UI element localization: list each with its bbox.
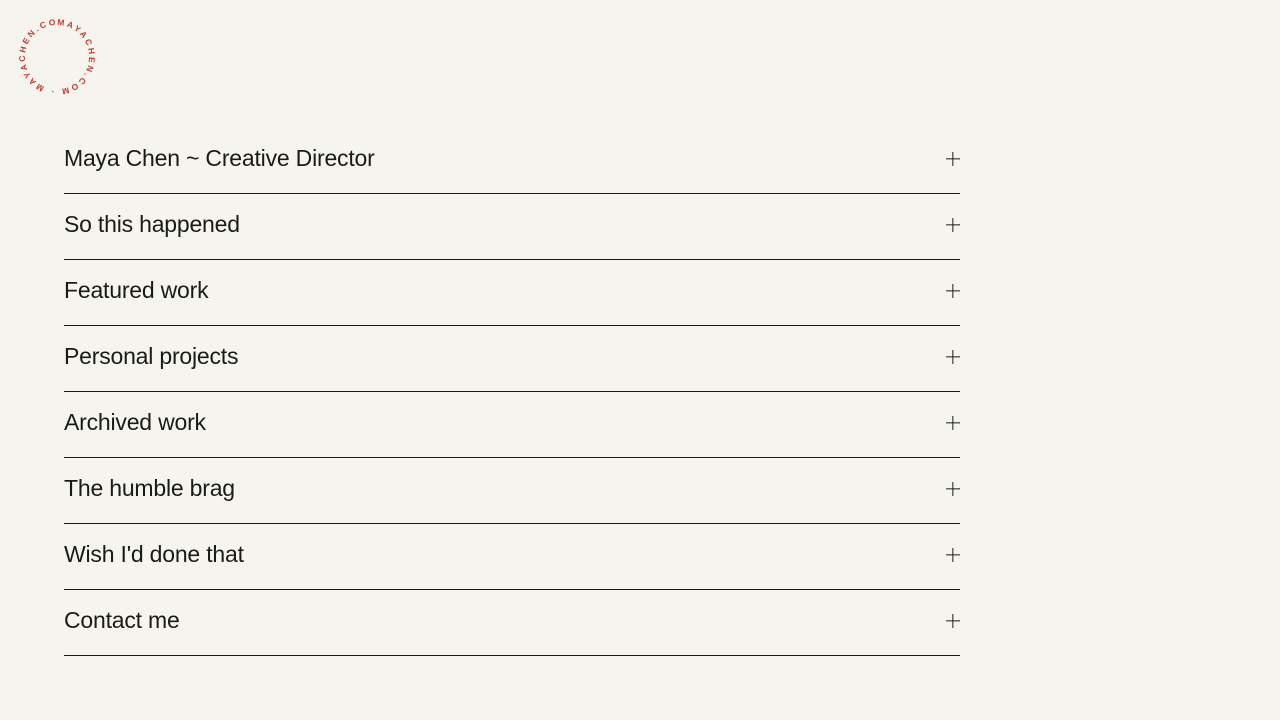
site-logo[interactable]: MAYACHEN.COM · MAYACHEN.COM · [12, 12, 102, 102]
accordion-label: So this happened [64, 211, 240, 237]
logo-text: MAYACHEN.COM · MAYACHEN.COM · [12, 12, 95, 97]
accordion-label: Featured work [64, 277, 209, 303]
accordion-row-the-humble-brag[interactable]: The humble brag [64, 458, 960, 524]
accordion-row-personal-projects[interactable]: Personal projects [64, 326, 960, 392]
accordion-row-maya-chen-creative-director[interactable]: Maya Chen ~ Creative Director [64, 128, 960, 194]
plus-icon[interactable] [946, 152, 960, 166]
accordion-row-featured-work[interactable]: Featured work [64, 260, 960, 326]
accordion-row-wish-id-done-that[interactable]: Wish I'd done that [64, 524, 960, 590]
accordion-label: Archived work [64, 409, 206, 435]
accordion-label: Personal projects [64, 343, 239, 369]
plus-icon[interactable] [946, 218, 960, 232]
accordion-label: Contact me [64, 607, 180, 633]
plus-icon[interactable] [946, 482, 960, 496]
accordion-label: The humble brag [64, 475, 235, 501]
accordion-label: Wish I'd done that [64, 541, 244, 567]
accordion-row-so-this-happened[interactable]: So this happened [64, 194, 960, 260]
accordion-row-archived-work[interactable]: Archived work [64, 392, 960, 458]
circular-wordmark-icon: MAYACHEN.COM · MAYACHEN.COM · [12, 12, 97, 97]
plus-icon[interactable] [946, 614, 960, 628]
plus-icon[interactable] [946, 284, 960, 298]
plus-icon[interactable] [946, 416, 960, 430]
plus-icon[interactable] [946, 548, 960, 562]
svg-text:MAYACHEN.COM · MAYACHEN.COM ·: MAYACHEN.COM · MAYACHEN.COM · [12, 12, 97, 97]
accordion-row-contact-me[interactable]: Contact me [64, 590, 960, 656]
plus-icon[interactable] [946, 350, 960, 364]
accordion-label: Maya Chen ~ Creative Director [64, 145, 375, 171]
accordion-list: Maya Chen ~ Creative Director So this ha… [64, 128, 960, 656]
